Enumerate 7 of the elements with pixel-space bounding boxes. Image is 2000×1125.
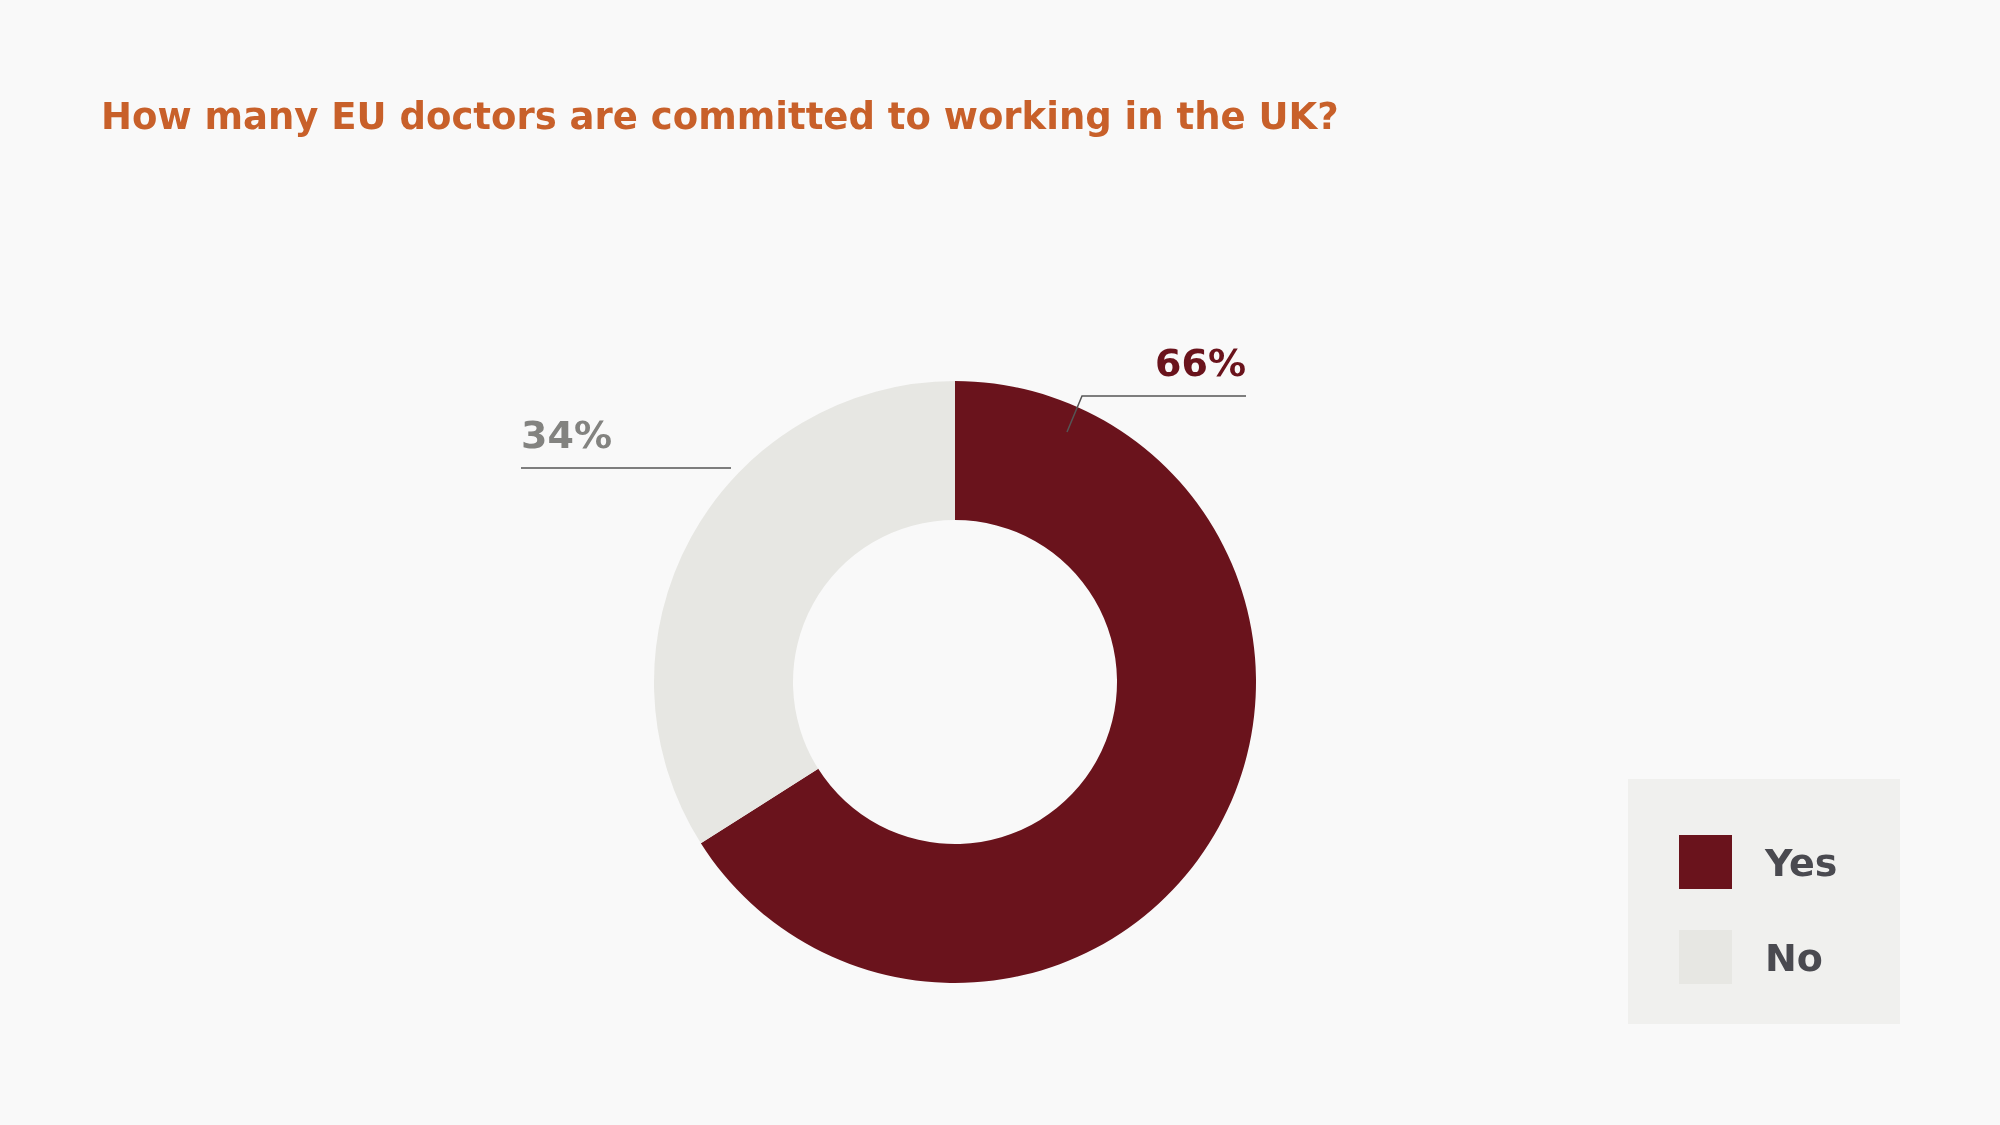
legend-label: No <box>1765 936 1823 980</box>
data-label: 66% <box>1155 341 1246 385</box>
data-label: 34% <box>521 413 612 457</box>
legend-label: Yes <box>1764 841 1838 885</box>
chart-title: How many EU doctors are committed to working in the UK? <box>101 95 1339 138</box>
donut-slice <box>654 381 955 844</box>
donut-slice <box>700 381 1256 983</box>
